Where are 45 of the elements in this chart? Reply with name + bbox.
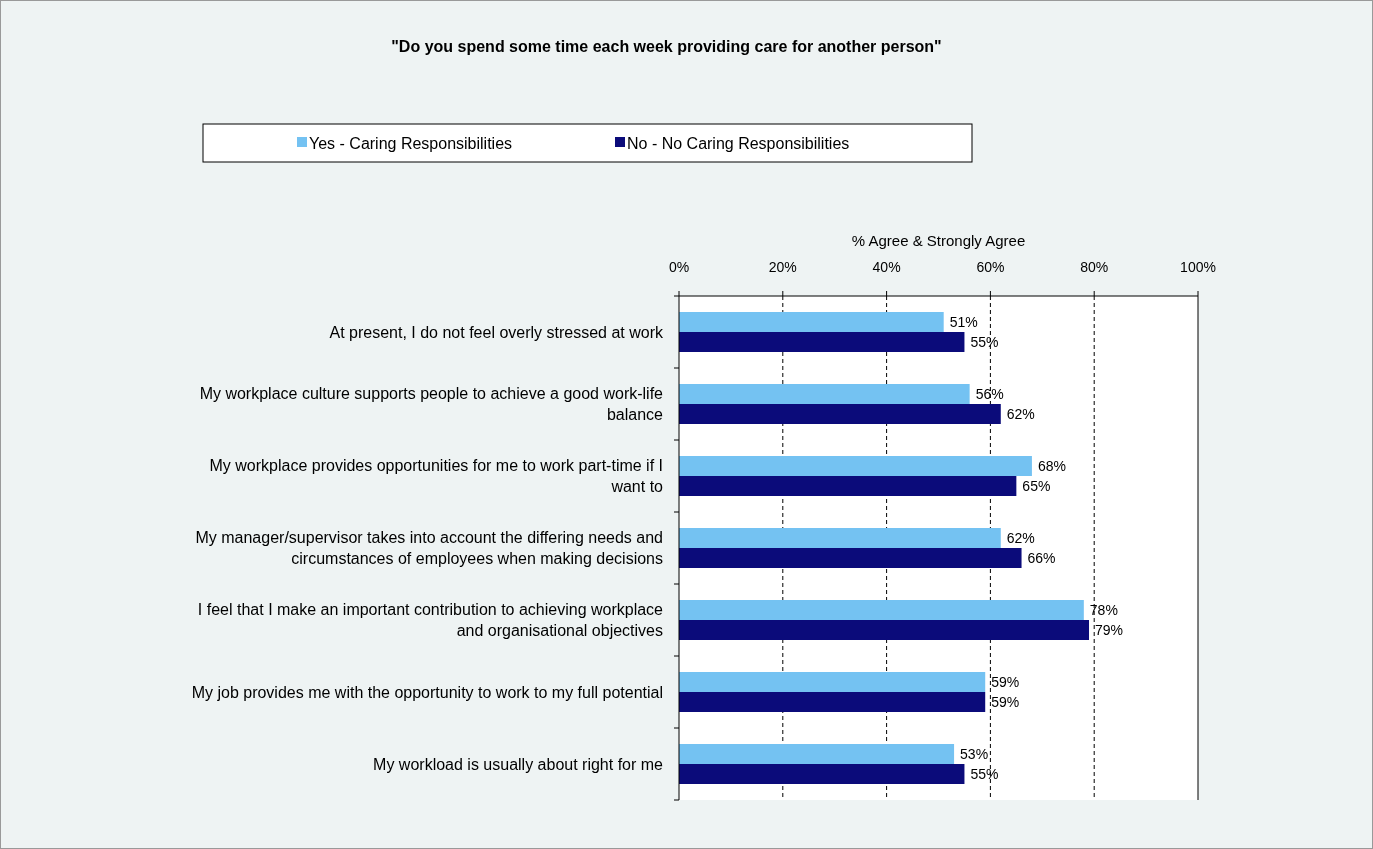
bar [679,620,1090,640]
data-label: 56% [975,385,1004,402]
legend-label: Yes - Caring Responsibilities [309,134,513,152]
chart-title: "Do you spend some time each week providing care for another person" [391,38,942,55]
bar [679,384,970,404]
x-tick-label: 0% [668,259,690,275]
bar [679,456,1032,476]
y-tick-label: I feel that I make an important contribution to achieving workplace and organisational objectives [197,601,664,640]
bar [679,528,1001,548]
bar [679,476,1017,496]
y-tick-label: My manager/supervisor takes into account the differing needs and circumstances of employees when making decisions [195,529,663,568]
bar [679,672,986,692]
x-tick-label: 100% [1180,259,1216,275]
x-tick-label: 20% [768,259,797,275]
x-axis-title: % Agree & Strongly Agree [851,232,1026,249]
legend-label: No - No Caring Responsibilities [627,134,850,152]
data-label: 66% [1027,549,1056,566]
bar [679,692,986,712]
data-label: 55% [970,765,999,782]
y-tick-label: My workplace culture supports people to achieve a good work-life balance [199,385,664,424]
y-tick-label: My workload is usually about right for me [373,755,664,773]
bar [679,312,944,332]
data-label: 51% [949,313,978,330]
bar [679,332,965,352]
data-label: 53% [960,745,989,762]
x-tick-label: 80% [1080,259,1109,275]
x-tick-label: 60% [976,259,1005,275]
y-tick-label: My workplace provides opportunities for me to work part-time if I want to [209,457,664,496]
data-label: 79% [1095,621,1124,638]
bar [679,548,1022,568]
data-label: 68% [1037,457,1066,474]
y-tick-label: At present, I do not feel overly stressed at work [329,323,664,341]
x-tick-label: 40% [872,259,901,275]
bar [679,764,965,784]
data-label: 62% [1006,405,1035,422]
data-label: 59% [991,673,1020,690]
bar [679,404,1001,424]
data-label: 65% [1022,477,1051,494]
bar [679,744,955,764]
data-label: 78% [1089,601,1118,618]
bar [679,600,1084,620]
data-label: 55% [970,333,999,350]
y-tick-label: My job provides me with the opportunity to work to my full potential [191,683,663,701]
data-label: 59% [991,693,1020,710]
data-label: 62% [1006,529,1035,546]
